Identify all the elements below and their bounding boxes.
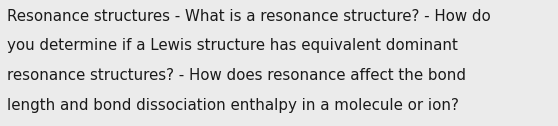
Text: you determine if a Lewis structure has equivalent dominant: you determine if a Lewis structure has e… [7, 38, 458, 53]
Text: resonance structures? - How does resonance affect the bond: resonance structures? - How does resonan… [7, 68, 466, 83]
Text: Resonance structures - What is a resonance structure? - How do: Resonance structures - What is a resonan… [7, 9, 491, 24]
Text: length and bond dissociation enthalpy in a molecule or ion?: length and bond dissociation enthalpy in… [7, 98, 459, 113]
